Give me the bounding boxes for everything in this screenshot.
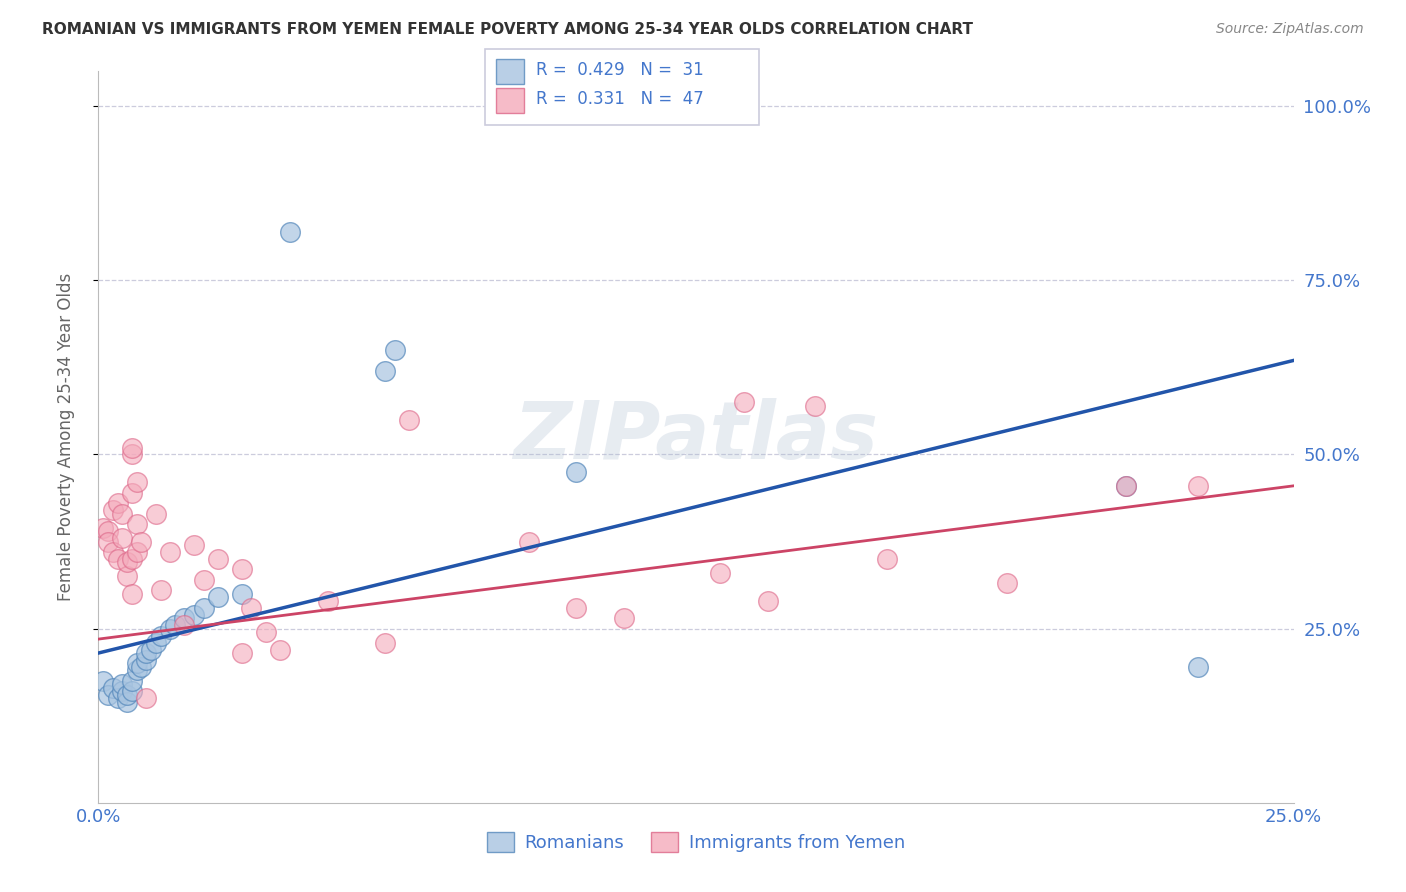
Point — [159, 622, 181, 636]
Point — [97, 534, 120, 549]
Point — [107, 496, 129, 510]
Point — [1115, 479, 1137, 493]
Point — [709, 566, 731, 580]
Point — [316, 594, 339, 608]
Point — [135, 691, 157, 706]
Point — [115, 556, 138, 570]
Point — [121, 448, 143, 462]
Y-axis label: Female Poverty Among 25-34 Year Olds: Female Poverty Among 25-34 Year Olds — [56, 273, 75, 601]
Point — [131, 660, 153, 674]
Point — [163, 618, 186, 632]
Point — [101, 681, 124, 695]
Point — [145, 635, 167, 649]
Point — [269, 642, 291, 657]
Point — [231, 562, 253, 576]
Point — [876, 552, 898, 566]
Point — [125, 657, 148, 671]
Point — [111, 507, 134, 521]
Point — [107, 552, 129, 566]
Point — [278, 225, 301, 239]
Point — [111, 684, 134, 698]
Point — [121, 441, 143, 455]
Text: ZIPatlas: ZIPatlas — [513, 398, 879, 476]
Point — [111, 677, 134, 691]
Point — [149, 583, 172, 598]
Point — [374, 635, 396, 649]
Point — [173, 618, 195, 632]
Point — [131, 534, 153, 549]
Point — [135, 646, 157, 660]
Point — [101, 545, 124, 559]
Point — [565, 465, 588, 479]
Point — [149, 629, 172, 643]
Point — [115, 688, 138, 702]
Point — [125, 545, 148, 559]
Point — [107, 691, 129, 706]
Point — [121, 684, 143, 698]
Point — [121, 485, 143, 500]
Point — [517, 534, 540, 549]
Point — [613, 611, 636, 625]
Point — [183, 538, 205, 552]
Point — [995, 576, 1018, 591]
Point — [1187, 479, 1209, 493]
Text: R =  0.429   N =  31: R = 0.429 N = 31 — [536, 61, 703, 78]
Point — [193, 573, 215, 587]
Point — [125, 664, 148, 678]
Point — [145, 507, 167, 521]
Point — [756, 594, 779, 608]
Point — [115, 695, 138, 709]
Point — [183, 607, 205, 622]
Point — [121, 552, 143, 566]
Point — [101, 503, 124, 517]
Text: ROMANIAN VS IMMIGRANTS FROM YEMEN FEMALE POVERTY AMONG 25-34 YEAR OLDS CORRELATI: ROMANIAN VS IMMIGRANTS FROM YEMEN FEMALE… — [42, 22, 973, 37]
Point — [97, 688, 120, 702]
Text: R =  0.331   N =  47: R = 0.331 N = 47 — [536, 90, 703, 108]
Point — [398, 412, 420, 426]
Point — [111, 531, 134, 545]
Point — [384, 343, 406, 357]
Text: Source: ZipAtlas.com: Source: ZipAtlas.com — [1216, 22, 1364, 37]
Point — [231, 646, 253, 660]
Point — [374, 364, 396, 378]
Point — [254, 625, 277, 640]
Point — [804, 399, 827, 413]
Point — [139, 642, 162, 657]
Point — [1187, 660, 1209, 674]
Point — [91, 521, 114, 535]
Point — [115, 569, 138, 583]
Point — [240, 600, 263, 615]
Point — [207, 552, 229, 566]
Point — [1115, 479, 1137, 493]
Point — [173, 611, 195, 625]
Point — [207, 591, 229, 605]
Point — [97, 524, 120, 538]
Point — [135, 653, 157, 667]
Point — [565, 600, 588, 615]
Point — [121, 673, 143, 688]
Point — [125, 517, 148, 532]
Point — [231, 587, 253, 601]
Point — [121, 587, 143, 601]
Point — [159, 545, 181, 559]
Legend: Romanians, Immigrants from Yemen: Romanians, Immigrants from Yemen — [479, 825, 912, 860]
Point — [91, 673, 114, 688]
Point — [125, 475, 148, 490]
Point — [733, 395, 755, 409]
Point — [193, 600, 215, 615]
